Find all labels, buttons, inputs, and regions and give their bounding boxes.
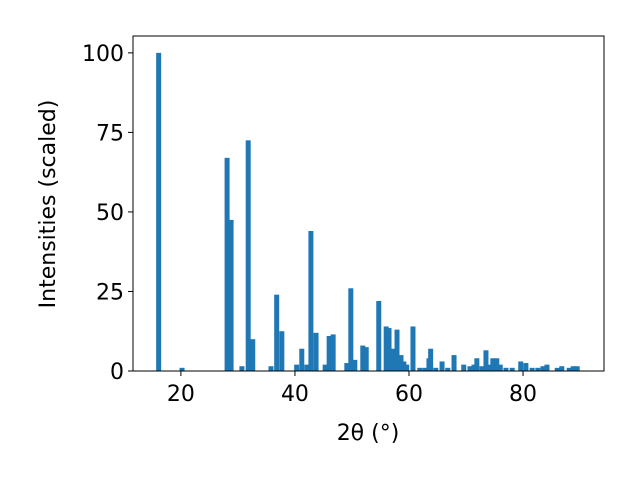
bar (352, 359, 358, 371)
bar (422, 367, 428, 371)
y-tick-label: 50 (96, 201, 124, 226)
bar (433, 367, 439, 371)
bar (322, 364, 328, 371)
bar (179, 367, 185, 371)
bar (383, 326, 389, 371)
y-tick-label: 25 (96, 280, 124, 305)
bar (518, 361, 524, 371)
bar (268, 366, 274, 371)
bar (228, 219, 234, 371)
bar (274, 294, 280, 371)
x-tick-label: 40 (281, 382, 309, 407)
bar (299, 348, 305, 371)
bar (451, 355, 457, 371)
x-tick-label: 80 (509, 382, 537, 407)
bar (390, 348, 396, 371)
bar (279, 331, 285, 371)
bar (239, 366, 245, 371)
y-tick-label: 75 (96, 121, 124, 146)
x-tick-label: 20 (167, 382, 195, 407)
bar (467, 366, 473, 371)
bar (479, 366, 485, 371)
bar (304, 364, 310, 371)
bar (417, 367, 423, 371)
y-axis-label: Intensities (scaled) (36, 100, 61, 309)
bar (376, 301, 382, 371)
bar (439, 361, 445, 371)
bar (490, 358, 496, 371)
bar (540, 366, 546, 371)
bar (401, 361, 407, 371)
bar (428, 348, 434, 371)
bar (404, 364, 410, 371)
bar (348, 288, 354, 371)
bar (398, 355, 404, 371)
plot-frame (132, 35, 605, 372)
bar (445, 367, 451, 371)
bar (344, 363, 350, 371)
bar (559, 366, 565, 371)
bar (224, 157, 230, 371)
bar (461, 364, 467, 371)
bar (156, 52, 162, 371)
bar (544, 364, 550, 371)
x-tick-label: 60 (395, 382, 423, 407)
bar (554, 367, 560, 371)
bar (360, 345, 366, 371)
bar (313, 332, 319, 371)
bar (483, 350, 489, 371)
bar (487, 364, 493, 371)
bar (386, 328, 392, 371)
bar (529, 367, 535, 371)
bar (503, 367, 509, 371)
bar (566, 367, 572, 371)
bar (330, 334, 336, 371)
x-axis-label: 2θ (°) (337, 421, 400, 446)
bar (308, 231, 314, 371)
bar (509, 367, 515, 371)
y-tick-label: 100 (82, 42, 124, 67)
bar (497, 364, 503, 371)
bar (245, 140, 251, 371)
bar (570, 366, 576, 371)
bar (535, 367, 541, 371)
bar (394, 329, 400, 371)
bar (494, 358, 500, 371)
bar (294, 364, 300, 371)
bar (363, 347, 369, 371)
bar (474, 358, 480, 371)
bar (326, 336, 332, 371)
bar (250, 339, 256, 371)
bar (574, 366, 580, 371)
bar (523, 363, 529, 371)
bar (471, 364, 477, 371)
bar (410, 326, 416, 371)
y-tick-label: 0 (110, 360, 124, 385)
